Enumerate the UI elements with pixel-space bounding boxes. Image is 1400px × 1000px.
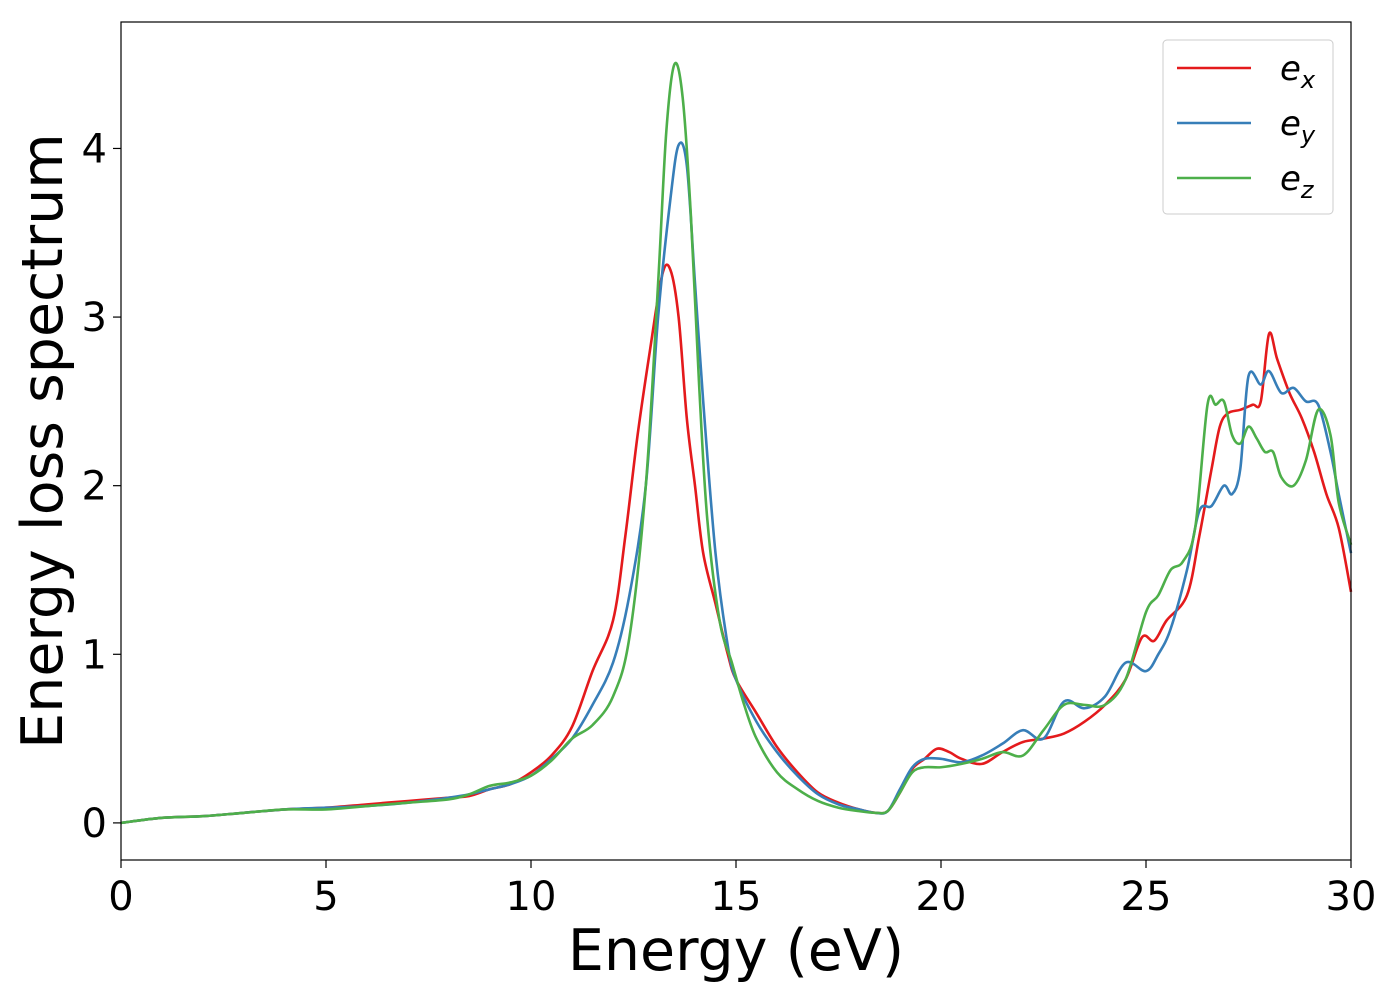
x-tick-label: 5 bbox=[313, 874, 338, 920]
x-tick-label: 25 bbox=[1121, 874, 1172, 920]
x-tick-label: 20 bbox=[916, 874, 967, 920]
y-tick-label: 3 bbox=[82, 295, 107, 341]
y-tick-label: 2 bbox=[82, 464, 107, 510]
series-line-z bbox=[120, 61, 1353, 825]
y-tick-label: 0 bbox=[82, 801, 107, 847]
x-tick-label: 0 bbox=[108, 874, 133, 920]
y-tick-label: 1 bbox=[82, 632, 107, 678]
x-axis: 0 5 10 15 20 25 30 bbox=[108, 860, 1376, 920]
x-axis-title: Energy (eV) bbox=[568, 918, 904, 984]
x-tick-label: 30 bbox=[1326, 874, 1377, 920]
legend-box bbox=[1162, 39, 1334, 215]
x-tick-label: 10 bbox=[506, 874, 557, 920]
y-axis: 0 1 2 3 4 bbox=[82, 126, 121, 847]
x-tick-label: 15 bbox=[711, 874, 762, 920]
y-tick-label: 4 bbox=[82, 126, 107, 172]
legend-label-y: ey bbox=[1280, 104, 1316, 149]
series-layer bbox=[120, 61, 1353, 825]
y-axis-title: Energy loss spectrum bbox=[10, 133, 76, 749]
legend-label-x: ex bbox=[1280, 49, 1316, 94]
